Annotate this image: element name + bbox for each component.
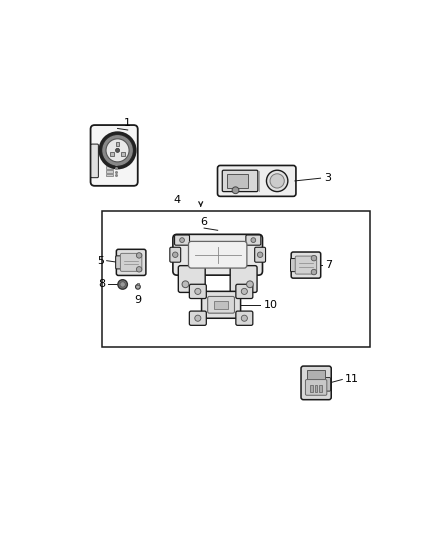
FancyBboxPatch shape <box>120 253 142 271</box>
Bar <box>311 385 313 392</box>
FancyBboxPatch shape <box>291 252 321 278</box>
FancyBboxPatch shape <box>236 284 253 298</box>
FancyBboxPatch shape <box>246 235 261 245</box>
Bar <box>215 301 228 309</box>
Circle shape <box>195 288 201 294</box>
FancyBboxPatch shape <box>305 379 327 395</box>
Bar <box>307 370 325 378</box>
FancyBboxPatch shape <box>170 247 181 262</box>
Circle shape <box>118 280 127 289</box>
Circle shape <box>311 255 317 261</box>
Circle shape <box>135 285 140 289</box>
Bar <box>110 152 114 157</box>
Circle shape <box>116 148 120 152</box>
Text: 3: 3 <box>325 173 332 183</box>
Bar <box>102 212 371 347</box>
Text: 4: 4 <box>173 195 181 205</box>
FancyBboxPatch shape <box>290 259 297 272</box>
FancyBboxPatch shape <box>189 284 206 298</box>
FancyBboxPatch shape <box>230 265 257 293</box>
FancyBboxPatch shape <box>324 377 331 391</box>
FancyBboxPatch shape <box>254 247 265 262</box>
Circle shape <box>266 170 288 191</box>
Circle shape <box>103 136 132 165</box>
Text: 10: 10 <box>264 300 278 310</box>
FancyBboxPatch shape <box>178 265 205 293</box>
FancyBboxPatch shape <box>188 241 247 268</box>
Circle shape <box>106 139 129 162</box>
FancyBboxPatch shape <box>222 170 258 191</box>
FancyBboxPatch shape <box>208 296 234 313</box>
Bar <box>106 170 113 173</box>
Circle shape <box>182 281 189 288</box>
FancyBboxPatch shape <box>116 256 122 269</box>
FancyBboxPatch shape <box>301 366 331 400</box>
FancyBboxPatch shape <box>218 165 296 196</box>
Bar <box>315 385 318 392</box>
Text: 5: 5 <box>97 256 104 265</box>
Bar <box>319 385 322 392</box>
Circle shape <box>136 253 142 258</box>
Bar <box>116 142 119 146</box>
Bar <box>227 174 248 188</box>
Circle shape <box>247 281 253 288</box>
Circle shape <box>195 315 201 321</box>
Circle shape <box>100 133 135 168</box>
Bar <box>106 163 113 165</box>
FancyBboxPatch shape <box>295 256 317 274</box>
FancyBboxPatch shape <box>189 311 206 325</box>
Bar <box>106 166 113 169</box>
Text: 8: 8 <box>99 279 106 289</box>
FancyBboxPatch shape <box>173 235 262 275</box>
FancyBboxPatch shape <box>91 125 138 186</box>
Circle shape <box>232 187 239 193</box>
Circle shape <box>241 288 247 294</box>
Text: 6: 6 <box>201 217 208 227</box>
Circle shape <box>241 315 247 321</box>
Circle shape <box>258 252 263 257</box>
Text: 11: 11 <box>345 375 359 384</box>
FancyBboxPatch shape <box>117 249 146 276</box>
Circle shape <box>120 282 125 287</box>
Circle shape <box>270 174 284 188</box>
Bar <box>106 174 113 176</box>
FancyBboxPatch shape <box>91 144 99 177</box>
FancyBboxPatch shape <box>201 292 240 318</box>
Bar <box>121 152 125 157</box>
Circle shape <box>136 266 142 272</box>
Text: 1: 1 <box>124 118 131 128</box>
Circle shape <box>173 252 178 257</box>
Text: 9: 9 <box>134 295 141 305</box>
Circle shape <box>251 238 256 243</box>
FancyBboxPatch shape <box>236 311 253 325</box>
Text: 7: 7 <box>325 260 332 270</box>
Circle shape <box>311 269 317 275</box>
Circle shape <box>180 238 184 243</box>
FancyBboxPatch shape <box>175 235 190 245</box>
Bar <box>137 282 139 285</box>
